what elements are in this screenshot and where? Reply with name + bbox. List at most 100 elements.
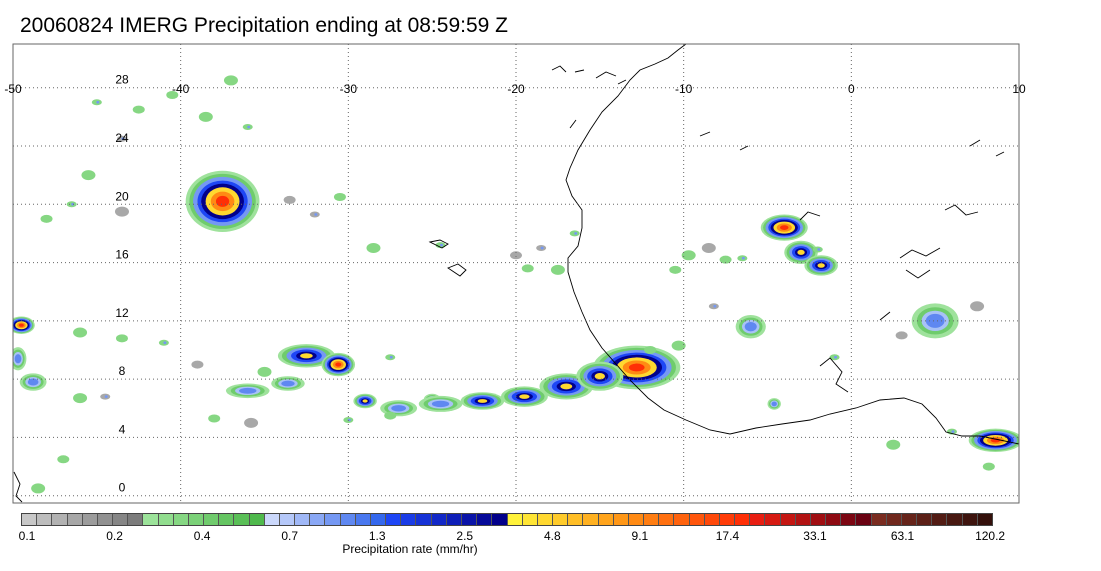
precip-speck: [208, 414, 221, 423]
colorbar-tick-label: 0.2: [106, 529, 123, 543]
longitude-label: 0: [848, 82, 855, 96]
precip-speck-core: [104, 395, 108, 398]
colorbar-swatch: [613, 514, 629, 525]
colorbar-swatch: [37, 514, 53, 525]
precipitation-map: -50 -40 -30 -20 -10 0 10 0 4 8 12 16 20 24 28: [4, 43, 1026, 504]
longitude-label: -50: [4, 82, 22, 96]
precip-cell: [780, 225, 789, 230]
precip-cell: [477, 399, 488, 403]
colorbar-swatch: [947, 514, 963, 525]
inland-boundary: [551, 65, 617, 79]
colorbar-swatch: [507, 514, 523, 525]
colorbar-swatch: [644, 514, 660, 525]
colorbar-swatch: [401, 514, 417, 525]
precip-speck: [510, 251, 522, 260]
precip-speck: [669, 265, 682, 274]
precip-speck: [283, 195, 296, 204]
precip-speck: [701, 243, 716, 253]
precip-speck-core: [817, 248, 821, 251]
precip-cell: [335, 362, 342, 367]
colorbar-tick-label: 4.8: [543, 529, 561, 543]
colorbar-swatch: [219, 514, 235, 525]
precip-cell: [628, 363, 645, 372]
precip-speck: [550, 264, 565, 275]
colorbar-swatch: [461, 514, 478, 525]
precip-cell: [239, 387, 257, 394]
colorbar-swatch: [340, 514, 356, 525]
colorbar-swatch: [583, 514, 599, 525]
colorbar-swatch: [735, 514, 751, 525]
colorbar-swatch: [598, 514, 614, 525]
colorbar-swatch: [962, 514, 978, 525]
precip-cell: [14, 354, 22, 364]
precip-speck-core: [96, 100, 100, 104]
precip-cell: [560, 383, 573, 390]
inland-boundary: [13, 471, 23, 503]
colorbar-swatch: [234, 514, 250, 525]
colorbar: [21, 513, 993, 526]
colorbar-swatch: [780, 514, 796, 525]
colorbar-swatch: [689, 514, 705, 525]
map-title: 20060824 IMERG Precipitation ending at 0…: [20, 14, 508, 37]
colorbar-tick-label: 33.1: [803, 529, 827, 543]
precip-speck: [31, 483, 46, 494]
precip-speck: [982, 462, 995, 471]
colorbar-swatch: [841, 514, 857, 525]
precip-speck: [895, 331, 908, 340]
colorbar-swatch: [553, 514, 569, 525]
precip-speck-core: [713, 304, 717, 308]
colorbar-swatch: [765, 514, 781, 525]
colorbar-swatch: [249, 514, 265, 525]
colorbar-tick-label: 17.4: [715, 529, 740, 543]
latitude-label: 16: [115, 248, 129, 262]
precip-speck: [333, 193, 346, 201]
precip-speck-core: [121, 137, 125, 141]
colorbar-tick-label: 0.4: [193, 529, 211, 543]
precip-speck: [57, 455, 70, 464]
precip-speck: [191, 360, 204, 369]
colorbar-swatch: [537, 514, 554, 525]
colorbar-swatch: [279, 514, 296, 525]
precip-speck: [115, 334, 128, 343]
colorbar-label: Precipitation rate (mm/hr): [342, 542, 478, 556]
colorbar-tick-label: 0.7: [281, 529, 298, 543]
precip-cell: [744, 322, 757, 332]
colorbar-swatch: [386, 514, 402, 525]
colorbar-swatch: [917, 514, 933, 525]
latitude-label: 24: [115, 131, 129, 145]
inland-boundary: [799, 204, 979, 279]
colorbar-swatch: [158, 514, 174, 525]
precip-speck: [366, 243, 381, 253]
colorbar-swatch: [82, 514, 98, 525]
precip-speck: [886, 439, 901, 450]
precip-speck: [244, 417, 259, 428]
longitude-label: -30: [340, 82, 358, 96]
precip-speck: [644, 346, 657, 354]
colorbar-swatch: [52, 514, 68, 525]
precip-speck: [198, 111, 213, 122]
colorbar-swatch: [492, 514, 508, 525]
colorbar-tick-label: 120.2: [975, 529, 1006, 543]
precip-speck: [681, 250, 696, 261]
colorbar-swatch: [325, 514, 341, 525]
inland-boundary: [569, 79, 1005, 157]
precip-speck: [114, 206, 129, 217]
lake-outline: [428, 239, 449, 249]
colorbar-swatch: [128, 514, 144, 525]
precip-speck-core: [389, 355, 393, 359]
precip-cell: [925, 313, 945, 328]
precip-cell: [519, 394, 530, 399]
precip-cell: [431, 400, 450, 408]
precip-speck-core: [540, 246, 544, 250]
precip-speck: [223, 75, 238, 86]
colorbar-swatch: [871, 514, 887, 525]
colorbar-swatch: [826, 514, 842, 525]
grid-layer: [13, 44, 1019, 503]
precip-speck: [73, 327, 88, 338]
precip-speck-core: [574, 232, 578, 235]
precip-speck-core: [71, 202, 75, 206]
precip-speck-core: [314, 213, 318, 216]
precip-speck: [970, 301, 985, 312]
precip-cell: [594, 373, 605, 380]
colorbar-swatch: [568, 514, 584, 525]
